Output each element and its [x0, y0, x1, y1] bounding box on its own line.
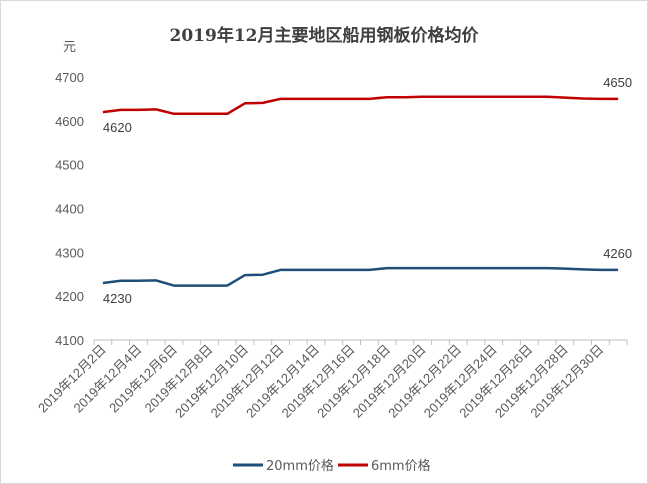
data-label: 4650 [603, 75, 632, 90]
y-tick-label: 4200 [55, 289, 84, 304]
chart-title: 2019年12月主要地区船用钢板价格均价 [170, 25, 480, 46]
data-labels: 4230 4260 4620 4650 [103, 75, 632, 306]
y-tick-label: 4500 [55, 158, 84, 173]
series-lines [102, 95, 619, 287]
series-line-1 [102, 95, 619, 116]
y-tick-label: 4100 [55, 333, 84, 348]
y-tick-label: 4400 [55, 202, 84, 217]
legend-label-1: 6mm价格 [371, 458, 431, 474]
data-label: 4260 [603, 246, 632, 261]
x-axis-ticks: 2019年12月2日2019年12月4日2019年12月6日2019年12月8日… [35, 340, 628, 421]
legend-label-0: 20mm价格 [266, 458, 334, 474]
y-tick-label: 4600 [55, 114, 84, 129]
series-line-0 [102, 266, 619, 287]
y-axis-unit: 元 [63, 40, 76, 55]
y-tick-label: 4700 [55, 70, 84, 85]
data-label: 4230 [103, 291, 132, 306]
y-axis-ticks: 4100 4200 4300 4400 4500 4600 4700 [55, 70, 84, 348]
y-tick-label: 4300 [55, 245, 84, 260]
data-label: 4620 [103, 120, 132, 135]
legend: 20mm价格 6mm价格 [233, 458, 431, 474]
